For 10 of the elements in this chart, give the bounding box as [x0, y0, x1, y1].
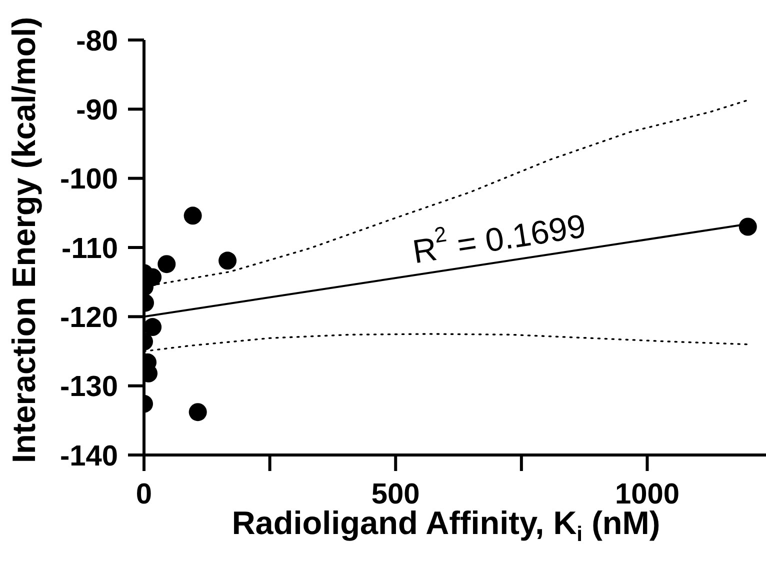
y-tick-label: -80	[76, 25, 118, 58]
y-tick-label: -130	[60, 371, 118, 404]
y-axis-title: Interaction Energy (kcal/mol)	[6, 16, 42, 464]
y-tick-label: -90	[76, 94, 118, 126]
x-tick-label: 0	[136, 478, 152, 511]
y-tick-label: -140	[60, 440, 118, 472]
y-tick-label: -120	[60, 302, 118, 334]
y-tick-label: -110	[62, 232, 118, 265]
y-tick-label: -100	[60, 164, 118, 196]
annotation: R$^{2}$ = 0.1699	[410, 206, 588, 270]
